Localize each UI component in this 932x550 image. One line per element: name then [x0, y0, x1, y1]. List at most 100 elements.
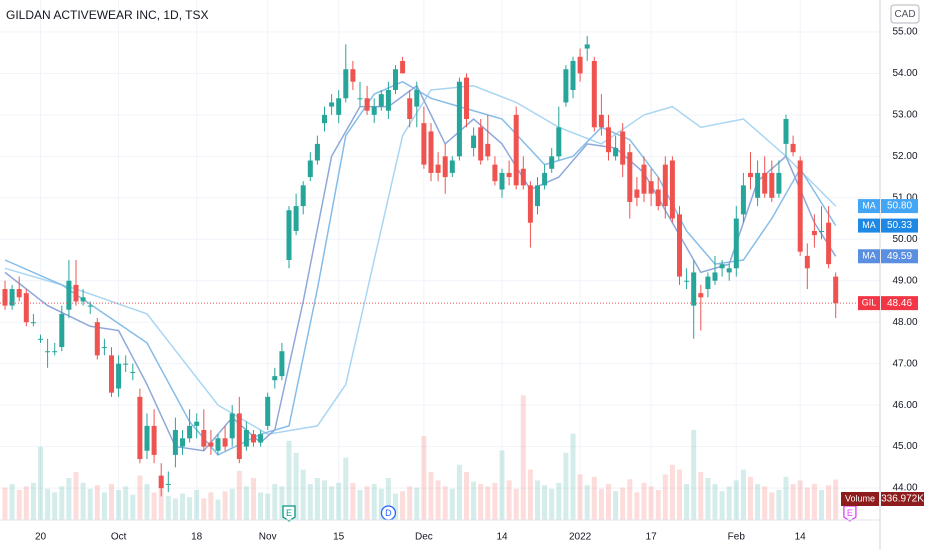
candle-body: [513, 114, 519, 186]
currency[interactable]: CAD: [894, 9, 915, 20]
candle-body: [563, 69, 569, 103]
candle-body: [542, 172, 548, 186]
ma-badge: [858, 199, 880, 214]
y-tick-label: 53.00: [892, 110, 917, 121]
volume-bar: [428, 472, 434, 520]
candle-body: [109, 355, 114, 393]
x-tick-label: 17: [646, 532, 658, 543]
volume-bar: [520, 395, 526, 520]
volume-bar: [698, 472, 704, 520]
volume-bar: [407, 486, 413, 520]
volume-bar: [549, 488, 555, 520]
volume-bar: [719, 491, 725, 520]
event-marker[interactable]: [282, 505, 296, 522]
event-label[interactable]: E: [847, 508, 853, 518]
y-tick-label: 44.00: [892, 483, 917, 494]
volume-bar: [435, 480, 441, 520]
volume-bar: [464, 472, 469, 520]
candle-body: [73, 284, 79, 302]
candle-body: [499, 172, 505, 190]
volume-bar: [563, 452, 569, 520]
candle-body: [165, 483, 171, 485]
candle-body: [556, 127, 562, 157]
volume-bar: [73, 472, 79, 520]
volume-bar: [577, 474, 583, 520]
candle-body: [279, 351, 285, 377]
candle-body: [506, 172, 512, 178]
ma-badge: [881, 218, 918, 233]
candle-body: [201, 430, 207, 447]
candle-body: [116, 363, 122, 389]
chart-title: GILDAN ACTIVEWEAR INC, 1D, TSX: [6, 8, 209, 22]
volume-bar: [172, 498, 178, 520]
volume-value: 336.972K: [881, 494, 924, 505]
ma-badge: [881, 199, 918, 214]
candle-body: [38, 338, 43, 340]
candle-body: [492, 164, 498, 182]
volume-bar: [378, 488, 384, 520]
candle-body: [222, 438, 228, 447]
candle-body: [236, 413, 242, 460]
currency-box[interactable]: [890, 4, 920, 24]
volume-bar: [442, 486, 448, 520]
candle-body: [371, 106, 377, 115]
volume-bar: [59, 486, 65, 520]
volume-bar: [16, 490, 22, 520]
volume-bar: [279, 486, 285, 520]
candle-body: [229, 413, 235, 439]
volume-bar: [712, 484, 718, 520]
candle-body: [314, 143, 320, 161]
candle-body: [300, 185, 306, 207]
volume-bar: [584, 485, 590, 520]
y-tick-label: 51.00: [892, 192, 917, 203]
event-label[interactable]: E: [286, 508, 292, 518]
volume-bar: [87, 488, 93, 520]
volume-bar: [194, 490, 200, 520]
candle-body: [471, 135, 477, 149]
volume-bar: [222, 491, 228, 520]
volume-bar: [201, 498, 207, 520]
candle-body: [456, 81, 462, 157]
candle-body: [811, 230, 817, 236]
candle-body: [414, 89, 420, 107]
ma-badge: [881, 249, 918, 264]
volume-bar: [329, 486, 335, 520]
candle-body: [684, 280, 690, 282]
y-tick-label: 46.00: [892, 400, 917, 411]
candle-body: [9, 289, 15, 306]
candle-body: [748, 172, 753, 178]
volume-bar: [158, 479, 164, 520]
volume-bar: [449, 488, 455, 520]
candle-body: [251, 434, 256, 443]
volume-bar: [662, 474, 668, 520]
candle-body: [449, 160, 455, 173]
volume-bar: [634, 492, 640, 520]
volume-bar: [38, 446, 43, 520]
volume-bar: [648, 486, 654, 520]
candle-body: [66, 280, 72, 310]
candle-body: [307, 160, 313, 178]
candle-body: [364, 98, 370, 111]
volume-bar: [229, 488, 235, 520]
volume-bar: [669, 464, 675, 520]
volume-bar: [769, 492, 775, 520]
volume-bar: [684, 484, 690, 520]
volume-bar: [265, 493, 271, 520]
volume-bar: [833, 479, 839, 520]
candle-body: [698, 293, 704, 298]
ma-badge: [858, 218, 880, 233]
volume-bar: [66, 478, 72, 520]
x-tick-label: 14: [496, 532, 508, 543]
candle-body: [272, 376, 278, 381]
symbol: GIL: [862, 298, 877, 308]
volume-bar: [726, 486, 732, 520]
volume-bar: [322, 480, 327, 520]
x-tick-label: Nov: [259, 532, 277, 543]
event-label[interactable]: D: [385, 508, 392, 518]
volume-bar: [180, 493, 185, 520]
volume-bar: [485, 486, 491, 520]
volume-bar: [819, 490, 824, 520]
candle-body: [130, 371, 136, 373]
candle-body: [23, 293, 29, 323]
candle-body: [407, 98, 413, 120]
